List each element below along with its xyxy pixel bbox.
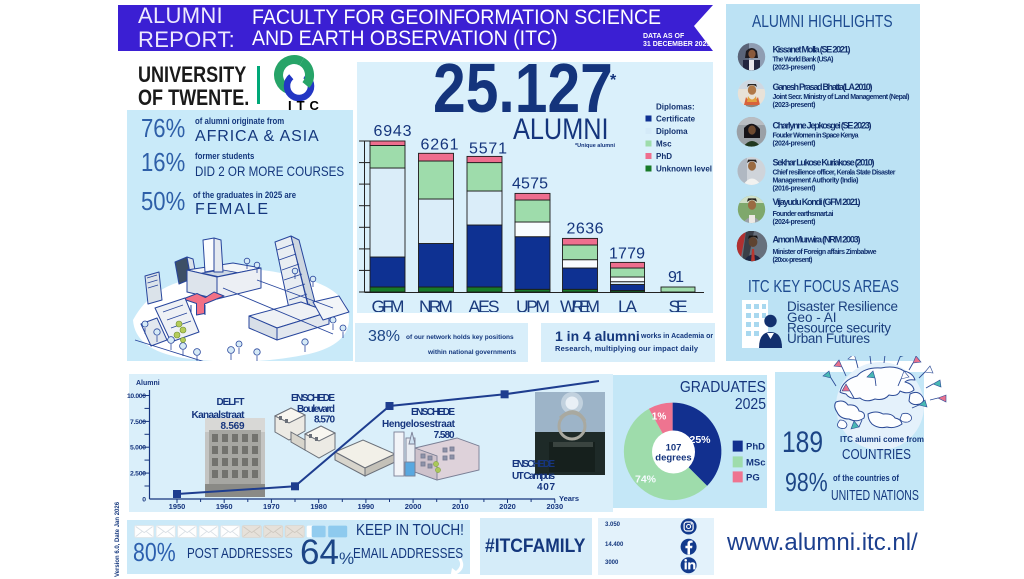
svg-text:4575: 4575	[512, 176, 548, 193]
svg-text:2.500: 2.500	[130, 471, 146, 478]
svg-text:Charlynne Jepkosgei (SE 2023): Charlynne Jepkosgei (SE 2023)	[773, 121, 872, 131]
svg-text:6943: 6943	[374, 123, 412, 140]
svg-text:407: 407	[537, 482, 555, 493]
svg-text:The World Bank (USA): The World Bank (USA)	[773, 57, 834, 64]
svg-text:Joint Secr. Ministry of Land M: Joint Secr. Ministry of Land Management …	[773, 94, 910, 101]
svg-text:PhD: PhD	[656, 152, 672, 161]
svg-text:25%: 25%	[689, 434, 711, 446]
svg-text:Chief resilience officer, Kera: Chief resilience officer, Kerala State D…	[773, 170, 896, 177]
svg-text:1980: 1980	[310, 502, 327, 511]
svg-text:1960: 1960	[216, 502, 233, 511]
svg-text:Vijayudu Kondi (GFM 2021): Vijayudu Kondi (GFM 2021)	[773, 197, 861, 207]
svg-text:Founder earthsmart.ai: Founder earthsmart.ai	[773, 211, 834, 218]
svg-text:Geo - AI: Geo - AI	[787, 310, 837, 325]
svg-text:PG: PG	[746, 472, 760, 483]
svg-text:Urban Futures: Urban Futures	[787, 331, 870, 346]
svg-text:(2023-present): (2023-present)	[773, 102, 816, 109]
svg-text:WREM: WREM	[560, 297, 600, 313]
svg-text:Certificate: Certificate	[656, 115, 696, 124]
svg-text:Hengelosestraat: Hengelosestraat	[382, 419, 456, 430]
svg-text:2000: 2000	[405, 502, 422, 511]
svg-text:Alumni: Alumni	[136, 380, 160, 387]
svg-text:(20xx-present): (20xx-present)	[773, 257, 813, 264]
svg-text:Resource security: Resource security	[787, 321, 891, 336]
svg-text:DELFT: DELFT	[217, 397, 245, 408]
svg-text:UPM: UPM	[516, 297, 550, 313]
svg-text:0: 0	[142, 497, 146, 504]
svg-text:5.000: 5.000	[130, 445, 146, 452]
svg-text:(2016-present): (2016-present)	[773, 186, 816, 193]
svg-text:MSc: MSc	[746, 457, 766, 468]
svg-text:Years: Years	[559, 494, 579, 503]
svg-text:74%: 74%	[635, 474, 657, 486]
svg-text:Sekhar Lukose Kuriakose (2010): Sekhar Lukose Kuriakose (2010)	[773, 158, 875, 168]
svg-text:10.000: 10.000	[127, 393, 146, 400]
svg-text:7.580: 7.580	[434, 430, 455, 441]
svg-text:1950: 1950	[169, 502, 186, 511]
svg-text:Unknown level: Unknown level	[656, 165, 712, 174]
svg-text:Fouder Women in Space Kenya: Fouder Women in Space Kenya	[773, 133, 859, 140]
svg-text:Minister of Foreign affairs Zi: Minister of Foreign affairs Zimbabwe	[773, 249, 877, 256]
svg-text:ENSCHEDE: ENSCHEDE	[512, 459, 555, 470]
svg-text:Kanaalstraat: Kanaalstraat	[192, 410, 246, 421]
svg-text:107: 107	[666, 443, 682, 454]
svg-text:2030: 2030	[546, 502, 563, 511]
svg-text:(2024-present): (2024-present)	[773, 141, 816, 148]
svg-text:Management Authority (India): Management Authority (India)	[773, 178, 859, 185]
svg-text:degrees: degrees	[655, 453, 691, 464]
svg-text:ENSCHEDE: ENSCHEDE	[291, 393, 335, 404]
svg-text:Kissanet Molla (SE 2021): Kissanet Molla (SE 2021)	[773, 45, 851, 55]
svg-text:ENSCHEDE: ENSCHEDE	[411, 407, 455, 418]
svg-text:2010: 2010	[452, 502, 469, 511]
svg-text:SE: SE	[669, 297, 688, 313]
svg-text:1%: 1%	[652, 412, 667, 423]
svg-text:ITC KEY FOCUS AREAS: ITC KEY FOCUS AREAS	[748, 276, 899, 296]
svg-text:2020: 2020	[499, 502, 516, 511]
svg-text:2636: 2636	[567, 221, 604, 238]
svg-text:(2023-present): (2023-present)	[773, 65, 816, 72]
svg-text:1990: 1990	[358, 502, 375, 511]
svg-text:1970: 1970	[263, 502, 280, 511]
svg-text:Diplomas:: Diplomas:	[656, 103, 695, 112]
svg-text:8.569: 8.569	[221, 421, 245, 432]
svg-text:NRM: NRM	[419, 297, 453, 313]
svg-text:Msc: Msc	[656, 140, 672, 149]
svg-text:PhD: PhD	[746, 442, 765, 453]
svg-text:1779: 1779	[609, 246, 645, 263]
svg-text:7.500: 7.500	[130, 419, 146, 426]
svg-text:AES: AES	[469, 297, 500, 313]
svg-text:LA: LA	[618, 297, 637, 313]
svg-text:8.570: 8.570	[314, 415, 335, 426]
svg-text:Disaster Resilience: Disaster Resilience	[787, 299, 898, 314]
svg-text:ITC: ITC	[288, 98, 324, 113]
svg-text:Amon Murwira (NRM 2003): Amon Murwira (NRM 2003)	[773, 235, 861, 245]
svg-text:(2024-present): (2024-present)	[773, 219, 816, 226]
svg-text:GFM: GFM	[372, 297, 405, 313]
svg-text:91: 91	[668, 269, 684, 286]
svg-text:UT Campus: UT Campus	[512, 471, 555, 482]
svg-text:Ganesh Prasad Bhatta(LA 2010): Ganesh Prasad Bhatta(LA 2010)	[773, 82, 873, 92]
svg-text:Boulevard: Boulevard	[297, 404, 335, 415]
svg-text:6261: 6261	[421, 137, 459, 154]
svg-text:5571: 5571	[469, 141, 507, 158]
svg-text:Diploma: Diploma	[656, 127, 688, 136]
